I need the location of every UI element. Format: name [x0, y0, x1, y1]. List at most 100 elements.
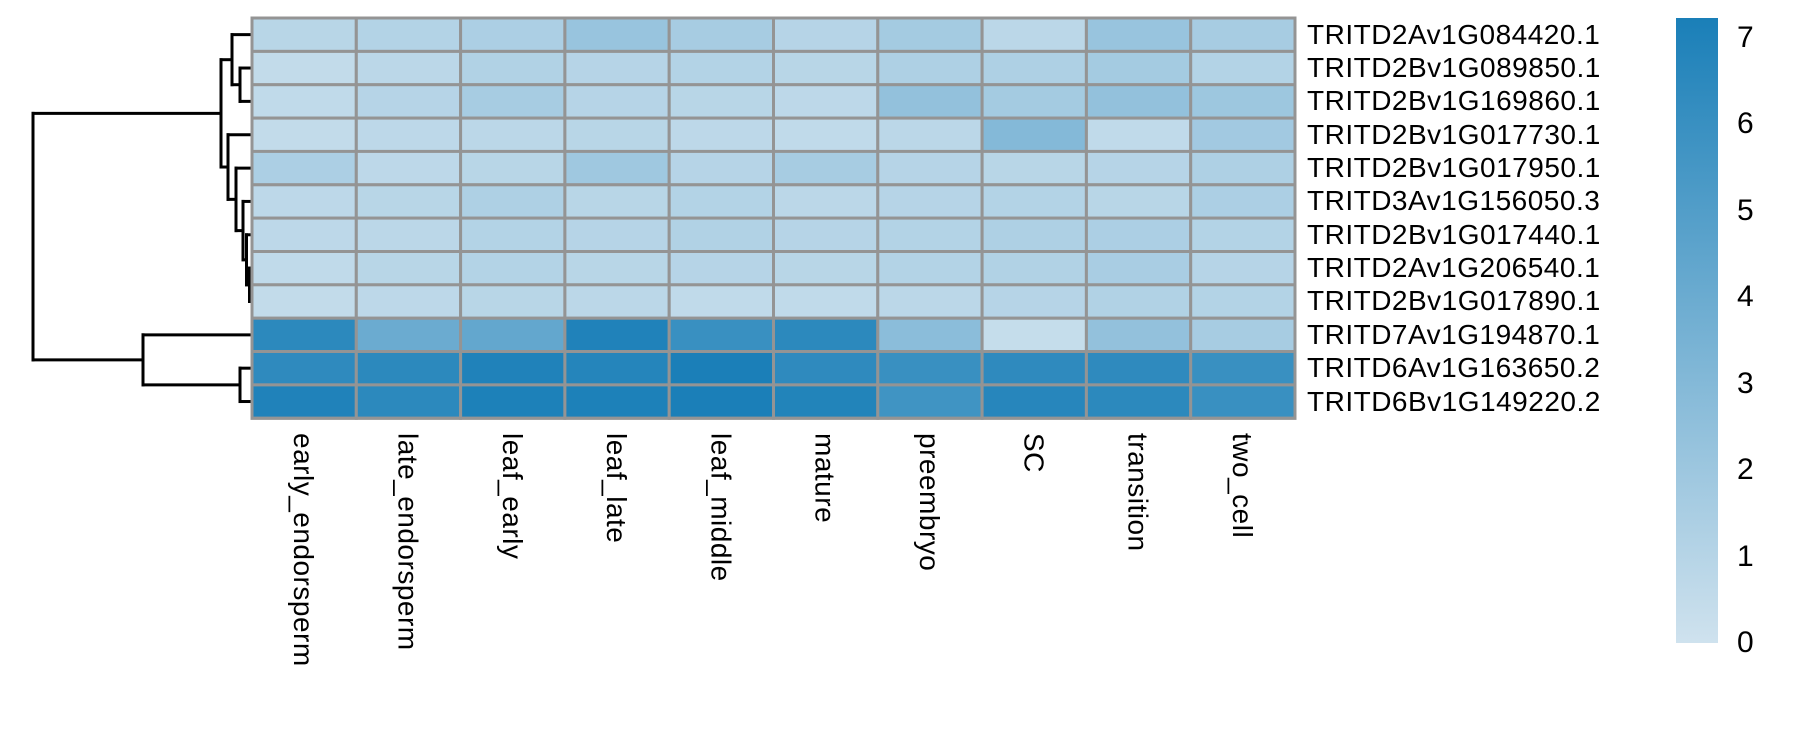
- heatmap-cell: [459, 183, 567, 220]
- heatmap-cell: [354, 250, 463, 287]
- heatmap-cell: [1189, 216, 1297, 254]
- heatmap-cell: [354, 83, 463, 120]
- heatmap-cell: [667, 49, 776, 87]
- heatmap-cell: [459, 250, 567, 287]
- heatmap-cell: [980, 16, 1088, 53]
- colorbar-tick-label: 2: [1737, 453, 1754, 487]
- colorbar-tick-label: 6: [1737, 107, 1754, 141]
- heatmap-cell: [667, 16, 776, 53]
- heatmap-cell: [459, 316, 567, 354]
- heatmap-cell: [459, 283, 567, 320]
- heatmap-cell: [354, 116, 463, 153]
- heatmap-cell: [876, 350, 984, 387]
- heatmap-cell: [563, 250, 671, 287]
- colorbar-tick-label: 0: [1737, 626, 1754, 659]
- heatmap-cell: [563, 316, 671, 354]
- heatmap-cell: [1189, 250, 1297, 287]
- heatmap-cell: [1084, 16, 1193, 53]
- heatmap-cell: [1189, 49, 1297, 87]
- row-label: TRITD2Bv1G017730.1: [1307, 118, 1601, 150]
- row-label: TRITD7Av1G194870.1: [1307, 318, 1601, 350]
- column-label: late_endorsperm: [392, 433, 424, 651]
- heatmap-cell: [772, 83, 880, 120]
- row-label: TRITD2Bv1G169860.1: [1307, 85, 1601, 117]
- heatmap-cell: [563, 49, 671, 87]
- column-label: leaf_early: [496, 433, 528, 560]
- heatmap-cell: [1189, 16, 1297, 53]
- heatmap-cell: [250, 16, 358, 53]
- heatmap-cell: [563, 350, 671, 387]
- heatmap-cell: [876, 216, 984, 254]
- row-label: TRITD2Bv1G017890.1: [1307, 285, 1601, 317]
- heatmap-cell: [1084, 350, 1193, 387]
- heatmap-cell: [459, 83, 567, 120]
- heatmap-cell: [667, 149, 776, 187]
- heatmap-cell: [354, 383, 463, 420]
- heatmap-cell: [354, 316, 463, 354]
- column-label: SC: [1018, 433, 1050, 473]
- heatmap-cell: [667, 350, 776, 387]
- heatmap-cell: [250, 383, 358, 420]
- heatmap-cell: [980, 116, 1088, 153]
- heatmap-cell: [876, 16, 984, 53]
- row-label: TRITD2Bv1G017950.1: [1307, 152, 1601, 184]
- heatmap-cell: [459, 116, 567, 153]
- heatmap-cell: [459, 216, 567, 254]
- heatmap-cell: [980, 183, 1088, 220]
- column-label: transition: [1122, 433, 1154, 552]
- heatmap-cell: [563, 116, 671, 153]
- heatmap-cell: [563, 383, 671, 420]
- heatmap-cell: [1189, 383, 1297, 420]
- heatmap-cell: [250, 183, 358, 220]
- heatmap-cell: [563, 283, 671, 320]
- row-label: TRITD2Bv1G089850.1: [1307, 52, 1601, 84]
- column-label: leaf_late: [601, 433, 633, 544]
- heatmap-cell: [772, 149, 880, 187]
- heatmap-cell: [980, 216, 1088, 254]
- heatmap-cell: [563, 83, 671, 120]
- heatmap-cell: [980, 383, 1088, 420]
- heatmap-cell: [354, 183, 463, 220]
- heatmap-cell: [667, 316, 776, 354]
- heatmap-cell: [667, 183, 776, 220]
- heatmap-cell: [1084, 250, 1193, 287]
- heatmap-border: [250, 16, 1297, 420]
- heatmap-cell: [980, 49, 1088, 87]
- heatmap-cell: [1084, 383, 1193, 420]
- heatmap-cell: [459, 149, 567, 187]
- heatmap-cell: [667, 216, 776, 254]
- heatmap-cell: [354, 283, 463, 320]
- row-label: TRITD6Av1G163650.2: [1307, 352, 1601, 384]
- heatmap-cell: [772, 316, 880, 354]
- heatmap-cell: [876, 149, 984, 187]
- heatmap-cell: [667, 383, 776, 420]
- heatmap-cell: [1084, 283, 1193, 320]
- heatmap-cell: [563, 216, 671, 254]
- heatmap-cell: [667, 116, 776, 153]
- colorbar-tick-label: 5: [1737, 193, 1754, 227]
- heatmap-cell: [772, 383, 880, 420]
- row-label: TRITD2Av1G206540.1: [1307, 252, 1601, 284]
- colorbar-tick-label: 7: [1737, 20, 1754, 54]
- row-label: TRITD2Bv1G017440.1: [1307, 218, 1601, 250]
- heatmap-cell: [1189, 149, 1297, 187]
- heatmap-cell: [250, 350, 358, 387]
- heatmap-cell: [876, 383, 984, 420]
- heatmap-cell: [876, 250, 984, 287]
- heatmap-cell: [772, 116, 880, 153]
- heatmap-cell: [876, 83, 984, 120]
- heatmap-cell: [980, 316, 1088, 354]
- heatmap-cell: [980, 283, 1088, 320]
- heatmap-cell: [250, 283, 358, 320]
- heatmap-cell: [1084, 83, 1193, 120]
- heatmap-cell: [772, 283, 880, 320]
- row-dendrogram: [31, 33, 254, 404]
- heatmap-cell: [667, 250, 776, 287]
- heatmap-cell: [250, 116, 358, 153]
- heatmap-cell: [772, 216, 880, 254]
- heatmap-cell: [250, 216, 358, 254]
- heatmap-cell: [772, 350, 880, 387]
- heatmap-cell: [1189, 83, 1297, 120]
